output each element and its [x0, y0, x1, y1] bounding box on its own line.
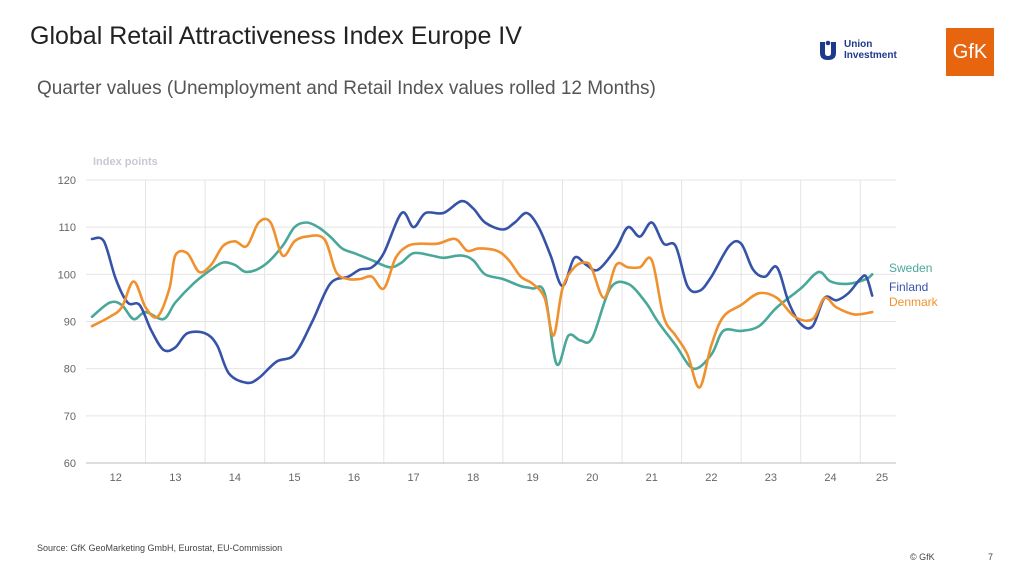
source-note: Source: GfK GeoMarketing GmbH, Eurostat,…: [37, 543, 283, 553]
y-axis-title: Index points: [93, 156, 158, 168]
y-tick-label: 120: [58, 175, 76, 187]
union-investment-logo: Union Investment: [817, 38, 897, 62]
y-tick-label: 100: [58, 269, 76, 281]
x-tick-label: 18: [467, 472, 479, 484]
union-logo-icon: [820, 40, 836, 60]
legend-label-sweden: Sweden: [889, 261, 932, 275]
x-tick-label: 16: [348, 472, 360, 484]
legend-label-denmark: Denmark: [889, 295, 939, 309]
y-tick-label: 60: [64, 458, 76, 470]
x-tick-label: 20: [586, 472, 598, 484]
page-title: Global Retail Attractiveness Index Europ…: [30, 22, 522, 50]
y-axis: 60 70 80 90 100 110 120: [58, 175, 76, 470]
x-tick-label: 21: [646, 472, 658, 484]
x-tick-label: 23: [765, 472, 777, 484]
series-line-denmark: [90, 217, 874, 389]
x-tick-label: 15: [288, 472, 300, 484]
x-tick-label: 25: [876, 472, 888, 484]
x-tick-label: 24: [824, 472, 836, 484]
legend-label-finland: Finland: [889, 280, 928, 294]
x-tick-label: 19: [527, 472, 539, 484]
chart-grid: [86, 179, 896, 464]
page-subtitle: Quarter values (Unemployment and Retail …: [37, 78, 656, 99]
copyright: © GfK: [910, 552, 935, 562]
x-axis: 12 13 14 15 16 17 18 19 20 21 22 23 24 25: [110, 472, 888, 484]
series-line-sweden: [90, 221, 874, 371]
gfk-logo: GfK: [946, 28, 994, 76]
y-tick-label: 80: [64, 364, 76, 376]
series-line-finland: [90, 199, 874, 385]
y-tick-label: 110: [58, 222, 76, 234]
x-tick-label: 13: [169, 472, 181, 484]
x-tick-label: 17: [407, 472, 419, 484]
chart-series: [90, 199, 874, 389]
x-tick-label: 22: [705, 472, 717, 484]
union-logo-line2: Investment: [844, 50, 897, 61]
page-number: 7: [988, 552, 994, 562]
x-tick-label: 14: [229, 472, 241, 484]
x-tick-label: 12: [110, 472, 122, 484]
y-tick-label: 90: [64, 317, 76, 329]
y-tick-label: 70: [64, 411, 76, 423]
union-logo-line1: Union: [844, 39, 873, 50]
